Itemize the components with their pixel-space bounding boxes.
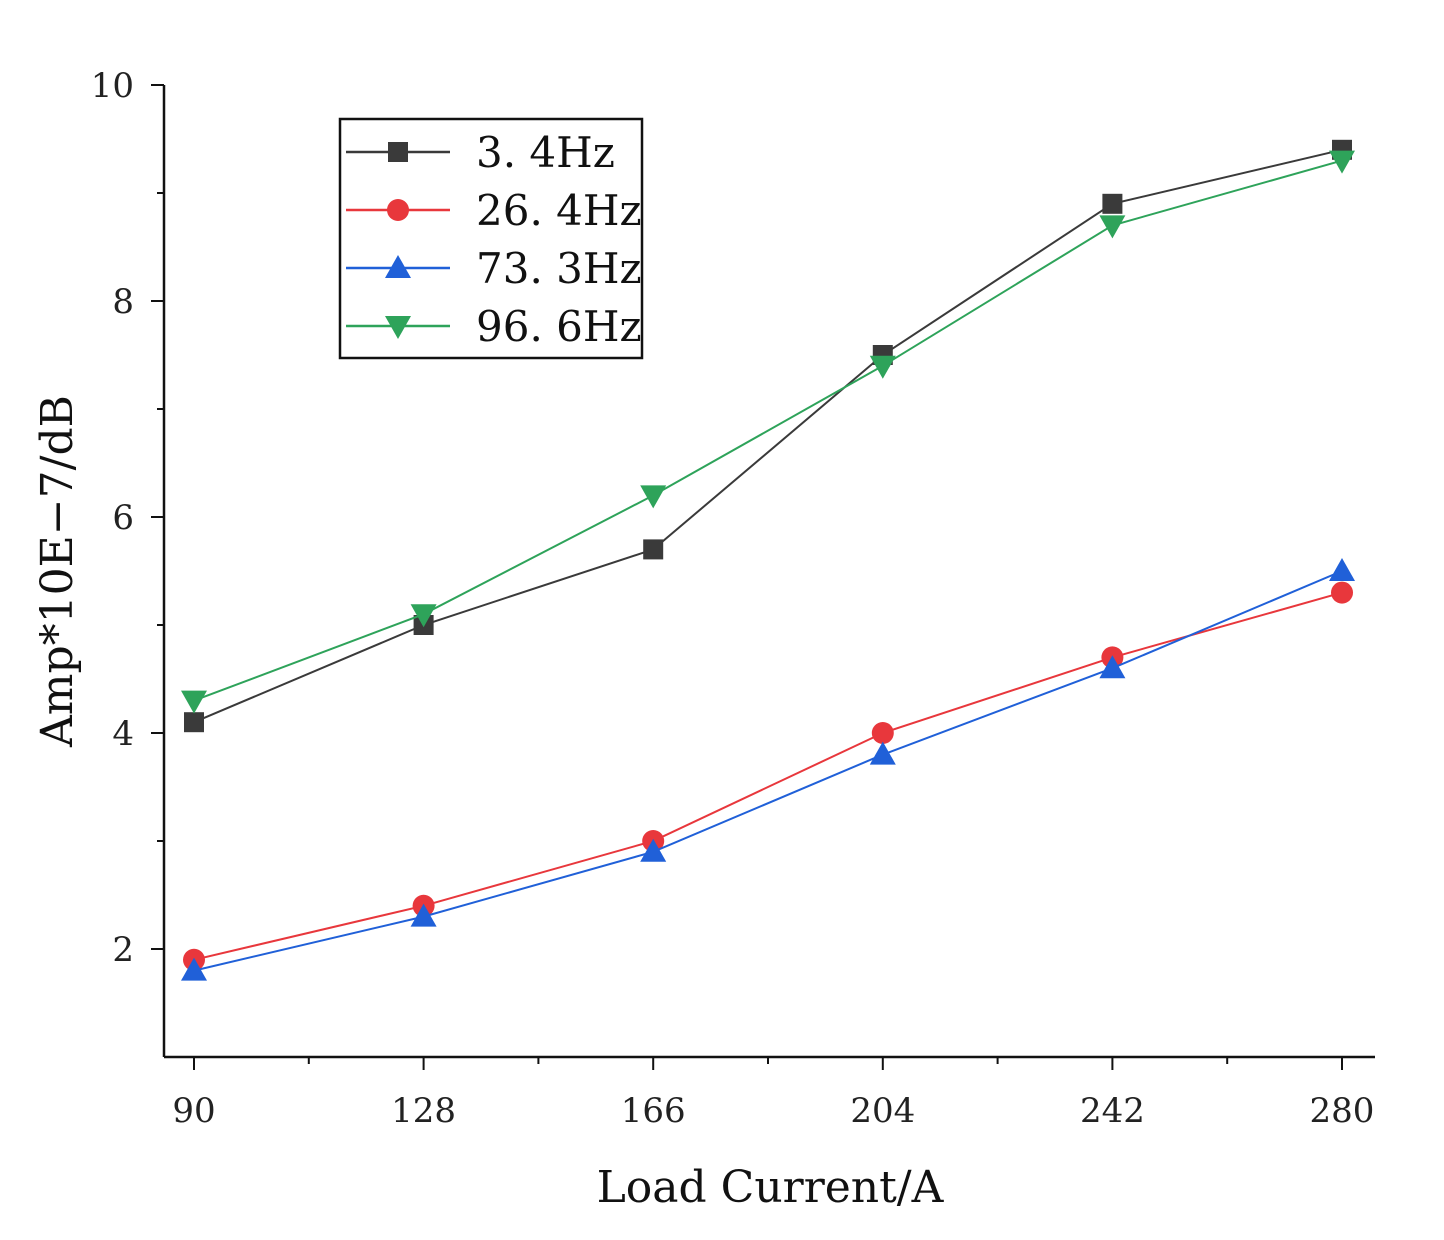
- data-point: [643, 539, 664, 560]
- legend-marker: [388, 142, 408, 162]
- legend-item: 73. 3Hz: [346, 244, 642, 293]
- legend-label: 96. 6Hz: [476, 302, 642, 351]
- y-tick-label: 10: [91, 66, 134, 106]
- series-line: [193, 591, 1343, 961]
- series-line: [193, 159, 1343, 702]
- data-point: [1102, 193, 1123, 214]
- data-point: [181, 690, 207, 714]
- y-tick-label: 4: [112, 714, 134, 754]
- y-tick-label: 6: [112, 498, 134, 538]
- y-tick-label: 2: [112, 930, 134, 970]
- series-line: [193, 148, 1343, 724]
- data-point: [181, 957, 207, 981]
- x-tick-label: 128: [391, 1091, 456, 1131]
- legend-marker: [385, 316, 411, 339]
- series-layer: [181, 139, 1355, 981]
- data-point: [1331, 581, 1353, 604]
- ticks: 90 128 166 204 242 280 2 4 6 8 10: [91, 66, 1375, 1131]
- legend-item: 26. 4Hz: [346, 186, 642, 235]
- legend-marker: [385, 255, 411, 278]
- legend-marker: [387, 199, 409, 221]
- data-point: [1329, 150, 1355, 174]
- data-point: [869, 355, 896, 379]
- axes: [162, 85, 1375, 1059]
- series-line: [193, 570, 1343, 972]
- x-tick-label: 204: [850, 1091, 915, 1131]
- x-tick-label: 242: [1080, 1091, 1145, 1131]
- data-point: [1099, 655, 1126, 679]
- legend-label: 73. 3Hz: [476, 244, 642, 293]
- data-point: [1329, 558, 1355, 581]
- data-point: [869, 741, 896, 765]
- data-point: [184, 712, 204, 733]
- y-tick-label: 8: [112, 282, 134, 322]
- legend-item: 3. 4Hz: [346, 128, 615, 177]
- data-point: [1099, 215, 1126, 239]
- y-axis-title: Amp*10E−7/dB: [32, 395, 83, 748]
- data-point: [410, 604, 437, 628]
- x-tick-label: 166: [621, 1091, 686, 1131]
- data-point: [640, 838, 667, 862]
- data-point: [640, 485, 667, 509]
- series-4: [181, 150, 1355, 714]
- data-point: [871, 722, 894, 744]
- legend-item: 96. 6Hz: [346, 302, 642, 351]
- series-3: [181, 558, 1355, 981]
- legend: 3. 4Hz 26. 4Hz 73. 3Hz 96. 6Hz: [338, 117, 644, 360]
- legend-label: 3. 4Hz: [476, 128, 615, 177]
- x-tick-label: 90: [172, 1091, 215, 1131]
- legend-label: 26. 4Hz: [476, 186, 642, 235]
- data-point: [410, 903, 437, 927]
- x-axis-title: Load Current/A: [597, 1162, 945, 1213]
- x-tick-label: 280: [1310, 1091, 1375, 1131]
